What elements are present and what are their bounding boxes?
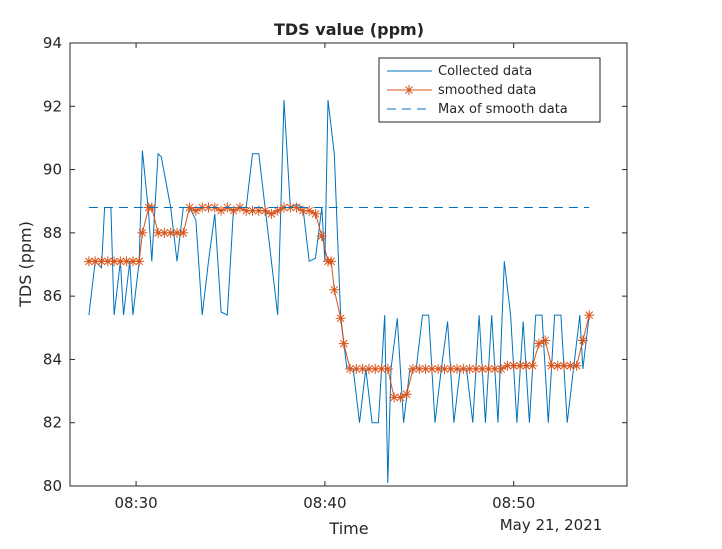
smoothed-point-6 (115, 256, 126, 267)
y-tick-label: 88 (43, 224, 62, 242)
smoothed-point-72 (515, 360, 526, 371)
y-tick-label: 94 (43, 34, 62, 52)
smoothed-point-74 (527, 360, 538, 371)
smoothed-point-59 (433, 363, 444, 374)
smoothed-point-67 (483, 363, 494, 374)
smoothed-point-60 (439, 363, 450, 374)
smoothed-point-21 (203, 202, 214, 213)
tick-layer: 80 82 84 86 88 90 92 94 08:30 08:40 08:50 (43, 34, 627, 512)
smoothed-point-3 (96, 256, 107, 267)
date-label: May 21, 2021 (500, 516, 603, 534)
smoothed-point-9 (134, 256, 145, 267)
legend-swatch-smoothed-marker (404, 85, 414, 95)
smoothed-point-5 (109, 256, 120, 267)
smoothed-point-57 (420, 363, 431, 374)
legend-label-collected: Collected data (438, 64, 532, 79)
y-axis-title: TDS (ppm) (16, 221, 35, 308)
y-tick-label: 92 (43, 97, 62, 115)
x-axis-title: Time (328, 519, 368, 538)
x-tick-label: 08:40 (303, 494, 346, 512)
series-layer (83, 99, 595, 483)
smoothed-point-81 (571, 360, 582, 371)
smoothed-point-83 (584, 310, 595, 321)
smoothed-point-39 (316, 231, 327, 242)
smoothed-point-37 (304, 205, 315, 216)
smoothed-point-17 (178, 227, 189, 238)
smoothed-point-13 (153, 227, 164, 238)
legend-label-max: Max of smooth data (438, 102, 568, 117)
smoothed-point-82 (577, 335, 588, 346)
smoothed-point-70 (502, 360, 513, 371)
smoothed-point-41 (326, 256, 337, 267)
legend-label-smoothed: smoothed data (438, 83, 536, 98)
y-tick-label: 84 (43, 350, 62, 368)
smoothed-point-79 (559, 360, 570, 371)
smoothed-point-7 (121, 256, 132, 267)
smoothed-point-80 (565, 360, 576, 371)
legend: Collected data smoothed data Max of smoo… (378, 57, 601, 123)
smoothed-point-42 (329, 284, 340, 295)
x-tick-label: 08:30 (114, 494, 157, 512)
smoothed-point-47 (357, 363, 368, 374)
smoothed-point-10 (137, 227, 148, 238)
y-tick-label: 90 (43, 161, 62, 179)
smoothed-point-52 (389, 392, 400, 403)
smoothed-point-50 (376, 363, 387, 374)
y-tick-label: 82 (43, 414, 62, 432)
series-line-1 (88, 99, 590, 483)
smoothed-point-16 (171, 227, 182, 238)
smoothed-point-51 (382, 363, 393, 374)
x-tick-label: 08:50 (492, 494, 535, 512)
y-tick-label: 80 (43, 477, 62, 495)
smoothed-point-8 (127, 256, 138, 267)
chart-title: TDS value (ppm) (274, 20, 424, 39)
smoothed-point-54 (401, 389, 412, 400)
plot-frame (69, 42, 628, 487)
smoothed-point-76 (540, 335, 551, 346)
smoothed-point-44 (338, 338, 349, 349)
smoothed-point-65 (470, 363, 481, 374)
y-tick-label: 86 (43, 287, 62, 305)
smoothed-point-38 (310, 208, 321, 219)
smoothed-point-43 (335, 313, 346, 324)
